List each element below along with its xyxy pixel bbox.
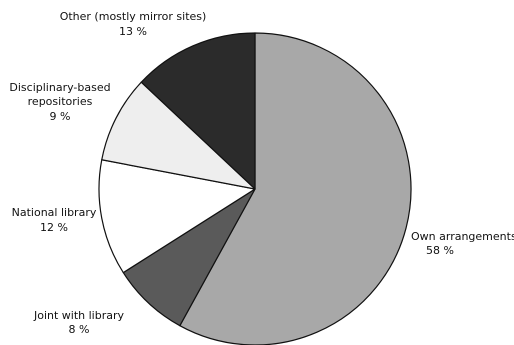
slice-other	[140, 32, 256, 190]
value-national-library: 12 %	[40, 221, 68, 234]
value-disciplinary: 9 %	[50, 110, 71, 123]
label-disciplinary-line2: repositories	[28, 95, 93, 108]
label-joint-with-library: Joint with library	[33, 309, 125, 322]
label-national-library: National library	[12, 206, 97, 219]
slice-disciplinary-repositories	[101, 81, 256, 190]
label-disciplinary-line1: Disciplinary-based	[9, 81, 110, 94]
label-other: Other (mostly mirror sites)	[60, 10, 207, 23]
value-other: 13 %	[119, 25, 147, 38]
value-own-arrangements: 58 %	[426, 244, 454, 257]
pie-slices	[98, 32, 412, 345]
value-joint-with-library: 8 %	[69, 323, 90, 336]
slice-national-library	[98, 159, 256, 274]
label-own-arrangements: Own arrangements	[411, 230, 514, 243]
